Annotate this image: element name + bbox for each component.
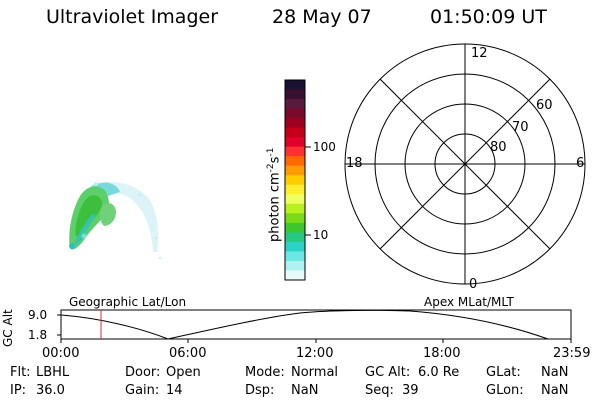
status-gain-label: Gain: [125, 383, 160, 398]
status-glat-label: GLat: [486, 365, 521, 380]
timeline-tick-4: 23:59 [553, 346, 591, 361]
colorbar-band [285, 146, 305, 157]
aurora-image [69, 181, 162, 260]
timeline-tick-0: 00:00 [42, 346, 80, 361]
colorbar-band [285, 127, 305, 138]
app-title: Ultraviolet Imager [46, 6, 219, 28]
timeline-tick-3: 18:00 [423, 346, 461, 361]
status-glon-label: GLon: [486, 383, 524, 398]
status-ip-value: 36.0 [36, 383, 65, 398]
status-mode-value: Normal [291, 365, 339, 380]
timeline-tick-2: 12:00 [296, 346, 334, 361]
timeline-right-title: Apex MLat/MLT [424, 295, 514, 309]
colorbar-band [285, 118, 305, 129]
status-gcalt-value: 6.0 Re [418, 365, 460, 380]
colorbar-band [285, 80, 305, 91]
status-seq-value: 39 [402, 383, 419, 398]
colorbar-band [285, 232, 305, 243]
status-seq-label: Seq: [365, 383, 394, 398]
polar-plot [344, 43, 586, 285]
status-glat-value: NaN [541, 365, 569, 380]
timeline-y-top: 9.0 [28, 308, 48, 322]
colorbar-band [285, 251, 305, 262]
colorbar-tick-10: 10 [313, 228, 329, 242]
colorbar-band [285, 89, 305, 100]
polar-label-12: 12 [471, 46, 488, 61]
colorbar-band [285, 222, 305, 233]
polar-label-18: 18 [346, 156, 363, 171]
colorbar-label: photon cm-2s-1 [266, 147, 283, 242]
colorbar-band [285, 270, 305, 281]
colorbar-band [285, 241, 305, 253]
header-date: 28 May 07 [272, 6, 372, 28]
status-door-value: Open [166, 365, 201, 380]
timeline-y-bottom: 1.8 [28, 328, 48, 342]
polar-label-6: 6 [576, 156, 585, 171]
polar-lat-70: 70 [512, 120, 529, 135]
status-gain-value: 14 [166, 383, 183, 398]
status-dsp-label: Dsp: [245, 383, 275, 398]
colorbar-band [285, 99, 305, 110]
status-gcalt-label: GC Alt: [365, 365, 411, 380]
colorbar-band [285, 165, 305, 176]
status-flt-label: Flt: [10, 365, 31, 380]
colorbar-band [285, 213, 305, 224]
colorbar-band [285, 137, 305, 148]
colorbar-band [285, 194, 305, 205]
timeline-axis-label: GC Alt [1, 309, 15, 347]
status-dsp-value: NaN [291, 383, 319, 398]
status-ip-label: IP: [10, 383, 27, 398]
timeline-plot [57, 309, 572, 343]
colorbar-band [285, 260, 305, 272]
status-door-label: Door: [125, 365, 161, 380]
colorbar-band [285, 175, 305, 186]
colorbar-band [285, 156, 305, 167]
status-glon-value: NaN [541, 383, 569, 398]
colorbar [285, 80, 305, 281]
colorbar-band [285, 184, 305, 195]
colorbar-band [285, 203, 305, 214]
status-mode-label: Mode: [245, 365, 285, 380]
header-time: 01:50:09 UT [430, 6, 547, 28]
colorbar-frame [284, 79, 311, 281]
timeline-tick-1: 06:00 [169, 346, 207, 361]
polar-lat-80: 80 [490, 140, 507, 155]
polar-lat-60: 60 [536, 98, 553, 113]
colorbar-band [285, 108, 305, 119]
polar-label-0: 0 [469, 277, 478, 292]
timeline-left-title: Geographic Lat/Lon [69, 295, 187, 309]
status-flt-value: LBHL [36, 365, 70, 380]
colorbar-tick-100: 100 [313, 140, 336, 154]
